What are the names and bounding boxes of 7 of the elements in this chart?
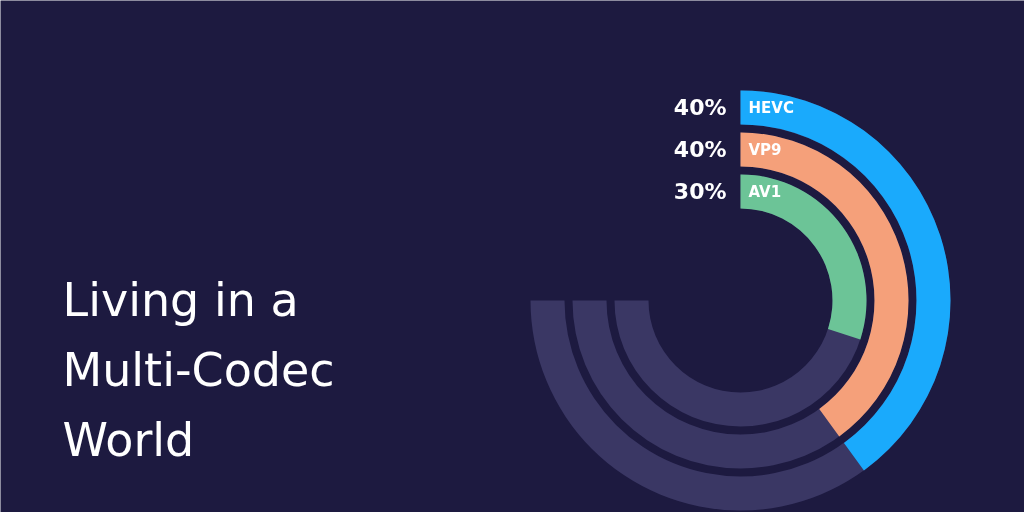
category-label: VP9 (748, 140, 782, 159)
category-label: HEVC (748, 98, 794, 117)
data-label: 40% (673, 95, 727, 120)
category-label: AV1 (748, 182, 782, 201)
text: Living in a Multi-Codec World (62, 272, 335, 467)
data-label: 30% (673, 179, 727, 204)
data-label: 40% (673, 137, 727, 162)
